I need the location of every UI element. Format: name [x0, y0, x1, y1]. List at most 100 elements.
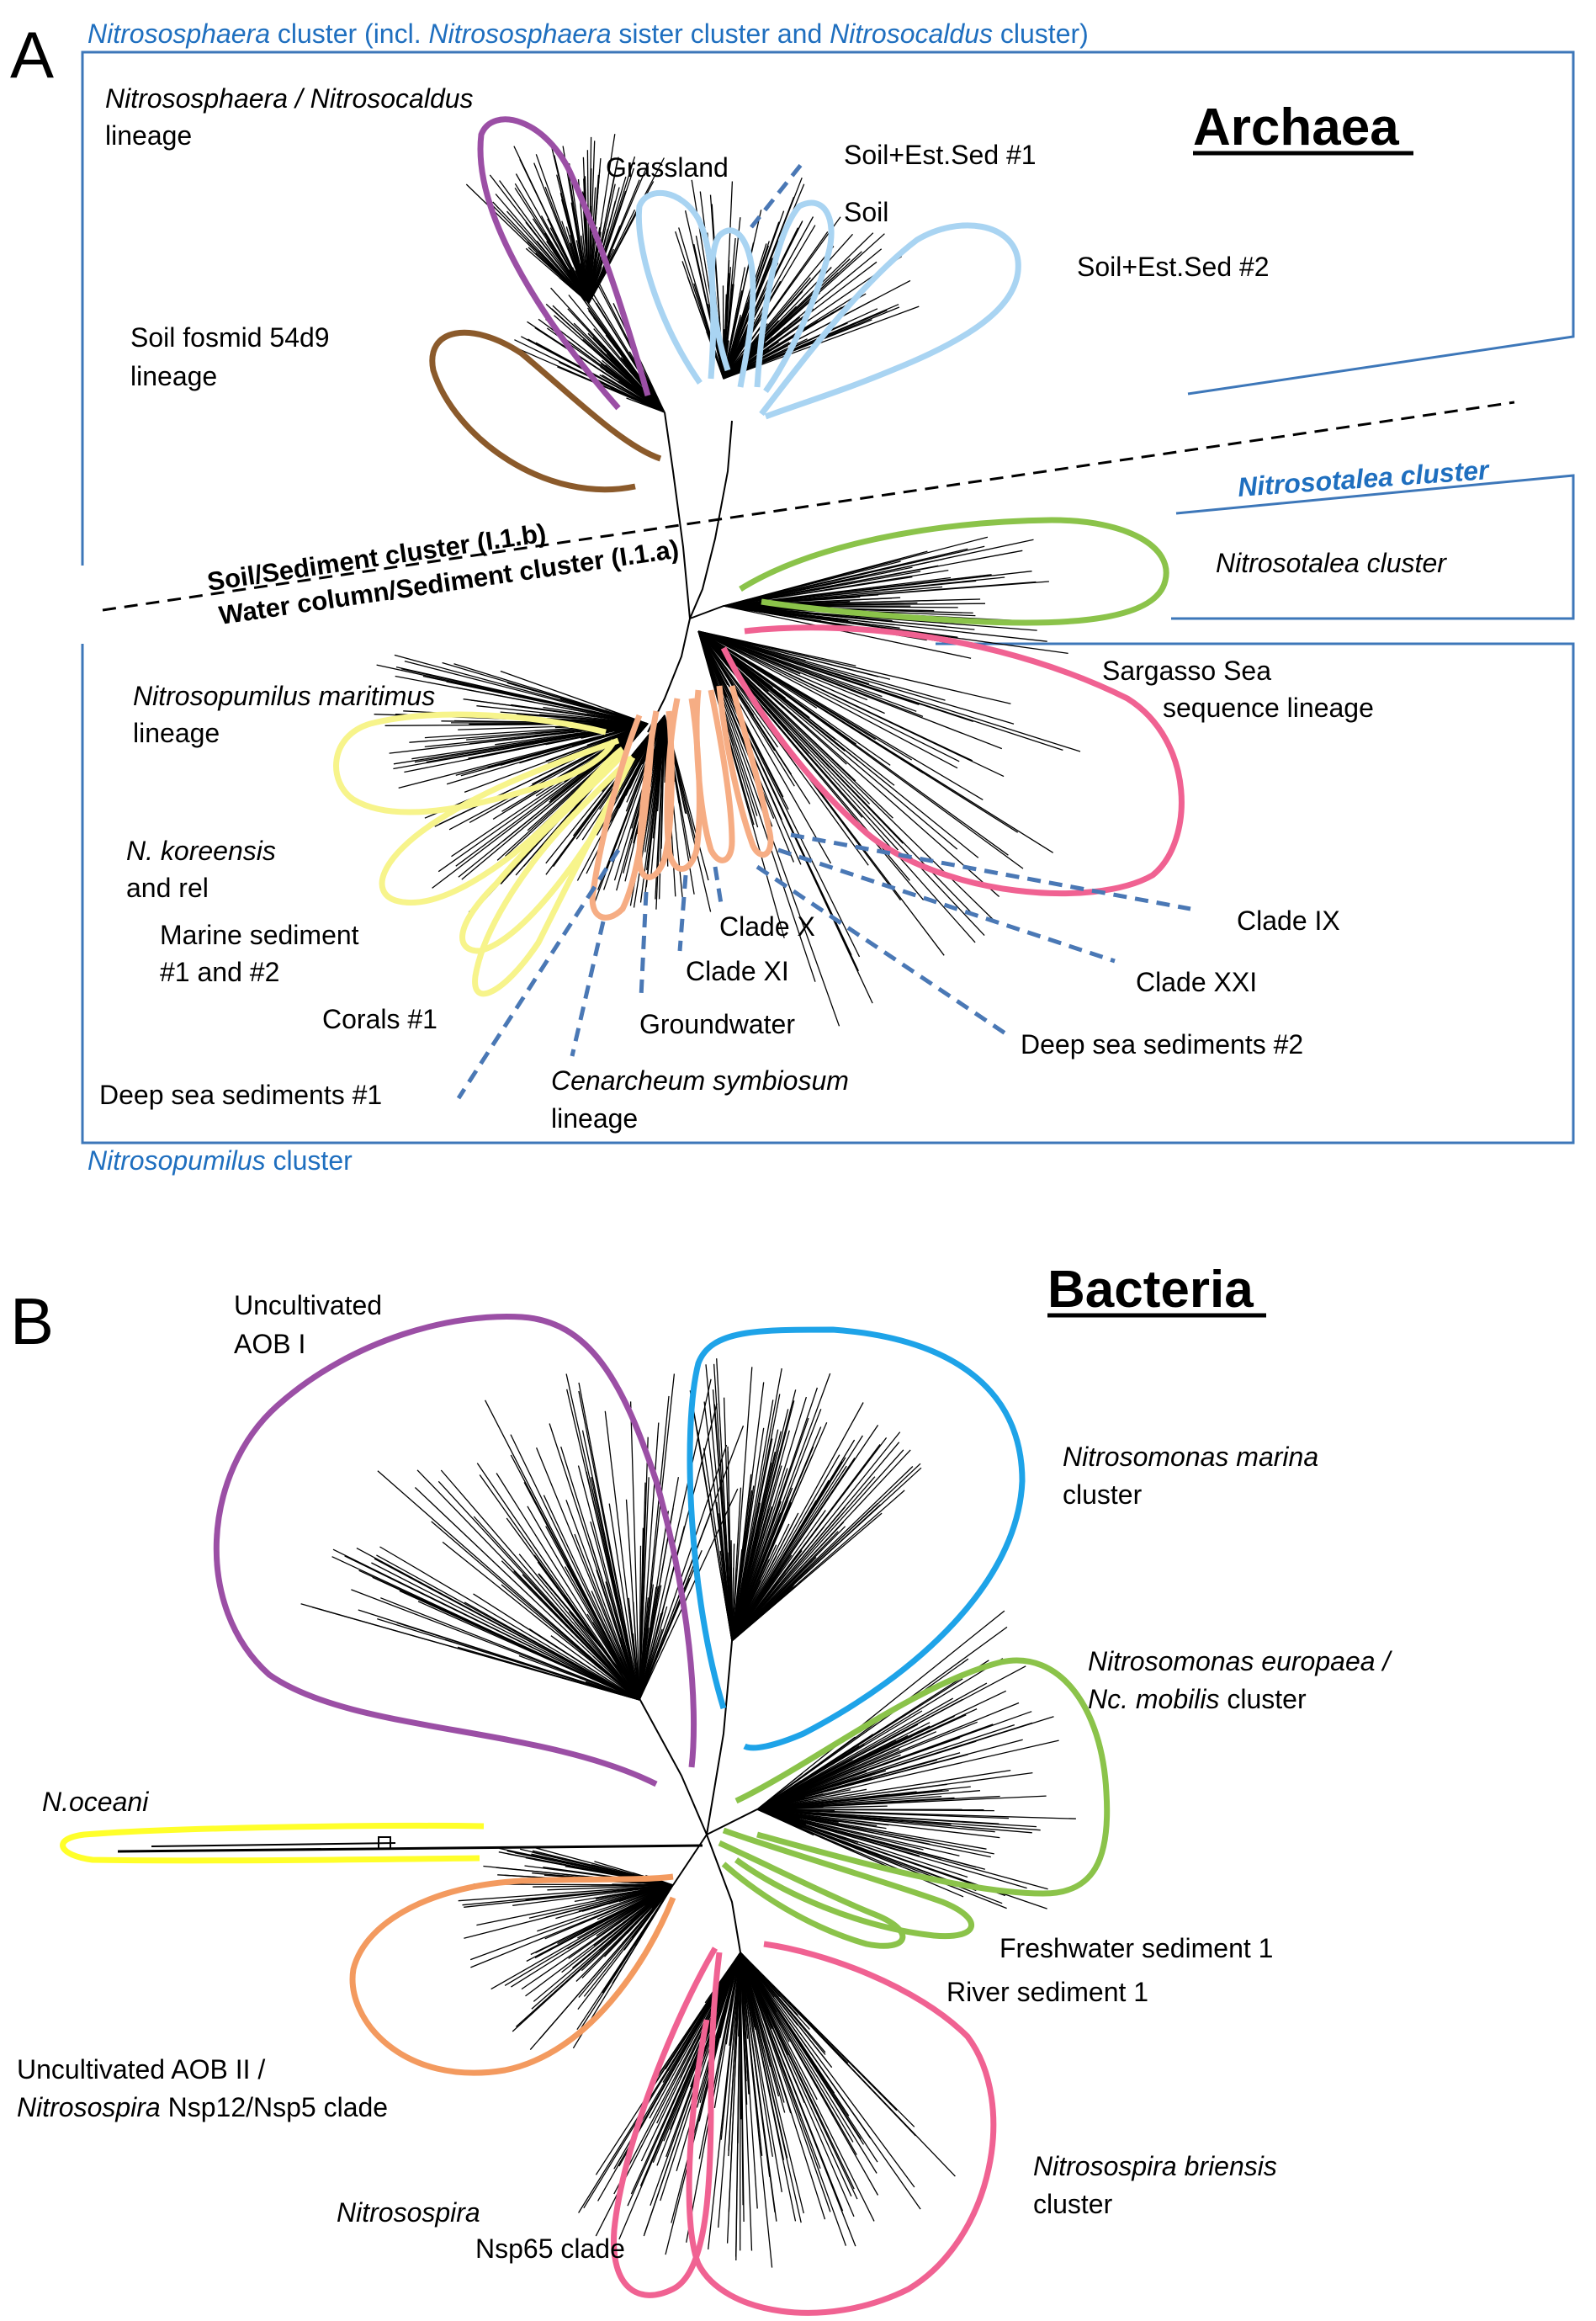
bacteria-branch: [740, 1952, 775, 1998]
nitrosotalea-inner-label: Nitrosotalea cluster: [1216, 548, 1447, 578]
cenarcheum-label-1: Cenarcheum symbiosum: [551, 1065, 849, 1096]
scale-box-icon: [378, 1836, 391, 1850]
groundwater-outline: [636, 710, 675, 880]
nitrosopumilus-cluster-box: [81, 642, 1575, 1145]
bacteria-branch: [496, 1473, 640, 1701]
sargasso-label-2: sequence lineage: [1163, 693, 1374, 723]
bacteria-branch: [756, 1808, 1000, 1839]
bacteria-branch: [444, 1639, 640, 1701]
archaea-branch: [723, 233, 885, 380]
deep-sea-1-leader: [456, 848, 621, 1100]
archaea-branch: [540, 215, 590, 304]
bacteria-branch: [376, 1554, 640, 1701]
bacteria-branch: [731, 1466, 914, 1642]
archaea-branch: [599, 723, 649, 739]
bacteria-branch: [565, 1500, 640, 1701]
archaea-branch: [697, 630, 924, 718]
archaea-branch: [424, 723, 649, 739]
bacteria-branch: [612, 1884, 674, 1984]
bacteria-branch: [574, 1621, 640, 1701]
bacteria-branch: [731, 1400, 774, 1642]
soil-est-sed-1-label: Soil+Est.Sed #1: [844, 140, 1037, 170]
bacteria-branch: [544, 1884, 674, 1940]
archaea-branch: [723, 279, 769, 380]
archaea-branch: [509, 723, 649, 741]
bacteria-branch: [740, 1952, 956, 2177]
bacteria-branch: [731, 1442, 900, 1642]
n-oceani-label: N.oceani: [42, 1787, 149, 1817]
archaea-branch: [697, 630, 984, 800]
bacteria-branch: [531, 1884, 674, 2010]
archaea-branch: [455, 723, 649, 867]
tree-trunk: [706, 1834, 741, 1953]
bacteria-branch: [649, 1952, 741, 2119]
bacteria-branch: [727, 1446, 733, 1642]
bacteria-branch: [639, 1585, 659, 1701]
bacteria-branch: [731, 1449, 904, 1642]
bacteria-branch: [740, 1952, 826, 2220]
archaea-branch: [559, 361, 665, 413]
bacteria-branch: [371, 1562, 640, 1701]
bacteria-branch: [731, 1575, 737, 1642]
bacteria-branch: [332, 1548, 640, 1701]
archaea-branch: [697, 630, 779, 748]
archaea-branch: [468, 723, 649, 759]
archaea-branch: [723, 536, 989, 607]
bacteria-branch: [716, 1358, 733, 1642]
nitrososphaera-lineage-label-2: lineage: [105, 120, 192, 151]
briensis-label-1: Nitrosospira briensis: [1033, 2151, 1277, 2181]
deep-sea-2-label: Deep sea sediments #2: [1021, 1029, 1303, 1060]
bacteria-branch: [416, 1469, 640, 1701]
bacteria-branch: [740, 1952, 745, 2223]
archaea-branch: [697, 630, 724, 684]
cenarcheum-leader: [570, 921, 606, 1057]
archaea-branch: [723, 310, 888, 380]
archaea-branch: [568, 219, 590, 304]
sargasso-outline: [720, 624, 1185, 897]
bacteria-branch: [662, 1952, 741, 2083]
bacteria-branch: [735, 1952, 741, 2257]
soil-fosmid-label-1: Soil fosmid 54d9: [130, 322, 330, 353]
tree-trunk: [672, 1834, 708, 1886]
tree-trunk: [689, 605, 724, 619]
bacteria-branch: [518, 1654, 640, 1701]
bacteria-branch: [639, 1584, 655, 1701]
cenarcheum-label-2: lineage: [551, 1103, 638, 1134]
bacteria-branch: [756, 1714, 967, 1810]
soil-est-sed-2-label: Soil+Est.Sed #2: [1077, 252, 1270, 282]
bacteria-branch: [756, 1769, 1011, 1810]
n-oceani-branch: [117, 1844, 703, 1853]
bacteria-branch: [740, 1952, 805, 2104]
tree-trunk: [689, 420, 733, 619]
bacteria-branch: [604, 1410, 640, 1701]
soil-est-sed-2-outline: [759, 222, 1021, 420]
n-oceani-branch-2: [151, 1842, 396, 1847]
briensis-outline: [686, 1941, 997, 2316]
bacteria-branch: [608, 1503, 640, 1701]
bacteria-branch: [731, 1426, 822, 1642]
soil-fosmid-label-2: lineage: [130, 361, 217, 391]
bacteria-branch: [731, 1396, 808, 1642]
bacteria-branch: [537, 1884, 674, 1932]
n-europaea-outline: [734, 1657, 1111, 1897]
nitrososphaera-lineage-label-1: Nitrososphaera / Nitrosocaldus: [105, 83, 474, 114]
briensis-label-2: cluster: [1033, 2189, 1113, 2219]
archaea-branch: [409, 723, 649, 743]
clade-xi-label: Clade XI: [686, 956, 789, 986]
bacteria-branch: [555, 1884, 674, 1920]
bacteria-branch: [756, 1788, 867, 1810]
soil-est-sed-1-outline: [708, 227, 756, 388]
soil-est-sed-1-leader: [750, 160, 805, 229]
panel-a: A Nitrososphaera cluster (incl. Nitrosos…: [10, 18, 1575, 1176]
archaea-branch: [697, 630, 958, 769]
soil-fosmid-lineage-outline: [429, 329, 662, 493]
archaea-branch: [723, 320, 779, 380]
archaea-branch: [644, 714, 665, 904]
archaea-branch: [697, 630, 811, 805]
bacteria-branch: [756, 1783, 947, 1810]
nsp65-label-2: Nsp65 clade: [475, 2233, 625, 2264]
bacteria-branch: [756, 1808, 977, 1892]
archaea-branch: [723, 576, 913, 607]
nitrososphaera-lineage-outline: [477, 116, 651, 411]
archaea-branch: [697, 630, 784, 709]
